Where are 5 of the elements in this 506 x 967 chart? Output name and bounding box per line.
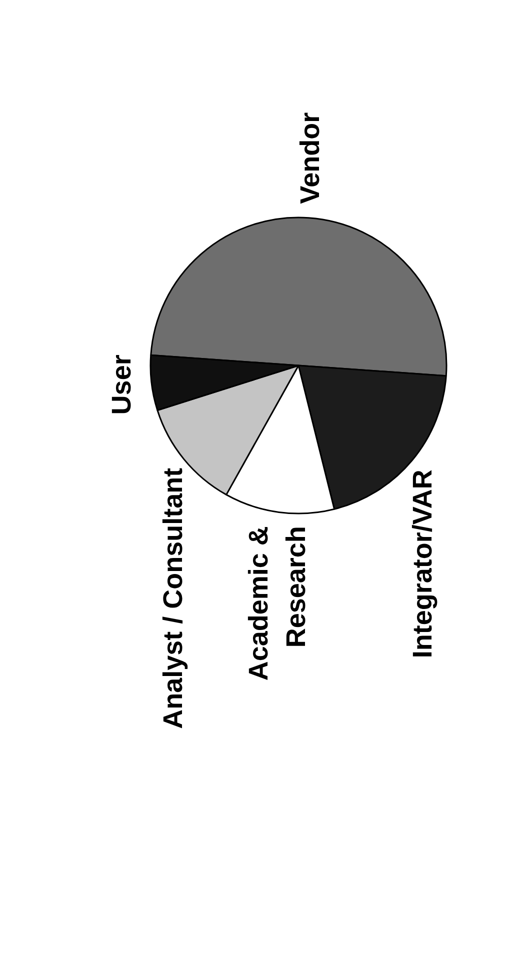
slice-label: Integrator/VAR	[408, 470, 438, 658]
slice-label: Vendor	[294, 112, 325, 204]
slice-label: User	[106, 354, 137, 415]
slice-label: Analyst / Consultant	[158, 468, 188, 729]
slice-label: Academic & Research	[243, 526, 311, 681]
